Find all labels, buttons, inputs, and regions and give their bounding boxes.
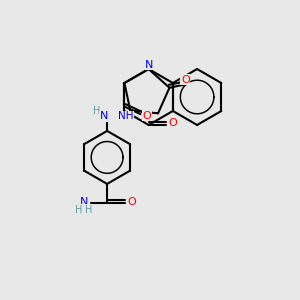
- Text: H: H: [93, 106, 100, 116]
- Text: NH: NH: [118, 111, 134, 121]
- Text: N: N: [145, 60, 153, 70]
- Text: N: N: [80, 196, 88, 207]
- Text: H: H: [75, 205, 82, 214]
- Text: O: O: [168, 118, 177, 128]
- Text: H: H: [85, 205, 92, 214]
- Text: N: N: [99, 111, 108, 121]
- Text: O: O: [127, 196, 136, 207]
- Text: O: O: [142, 111, 151, 121]
- Text: O: O: [181, 75, 190, 85]
